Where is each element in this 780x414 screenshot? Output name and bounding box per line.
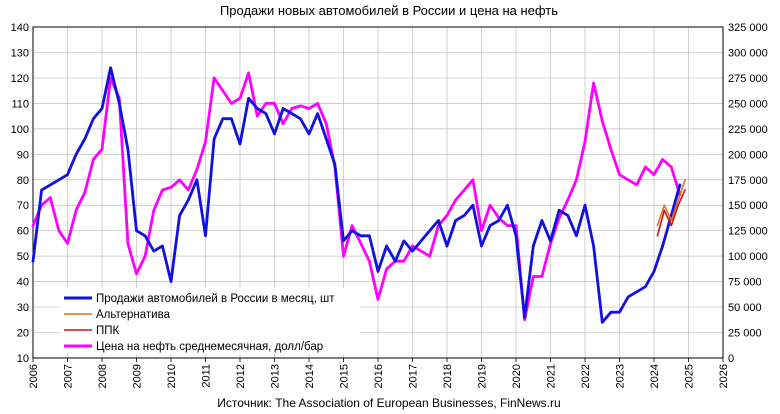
legend-label: Альтернатива xyxy=(96,309,171,321)
left-tick-label: 120 xyxy=(11,73,29,85)
x-tick-label: 2021 xyxy=(546,364,558,388)
x-axis-ticks: 2006 2007 2008 2009 2010 2011 2012 2013 2014 2015… xyxy=(28,358,730,388)
x-tick-label: 2016 xyxy=(373,364,385,388)
source-note: Источник: The Association of European Bu… xyxy=(217,396,560,410)
x-tick-label: 2019 xyxy=(477,364,489,388)
left-tick-label: 100 xyxy=(11,124,29,136)
legend-label: ППК xyxy=(96,325,120,337)
legend-box xyxy=(60,288,360,354)
series-line-1 xyxy=(656,179,686,227)
right-tick-label: 325 000 xyxy=(728,22,768,34)
series-line-3 xyxy=(31,71,682,322)
x-tick-label: 2026 xyxy=(718,364,730,388)
left-tick-label: 60 xyxy=(17,226,29,238)
right-axis-ticks: 0 25 000 50 000 75 000 100 000 125 000 150 000… xyxy=(728,22,768,365)
x-tick-label: 2022 xyxy=(580,364,592,388)
left-tick-label: 130 xyxy=(11,47,29,59)
right-tick-label: 225 000 xyxy=(728,124,768,136)
right-tick-label: 25 000 xyxy=(728,328,762,340)
x-tick-label: 2023 xyxy=(615,364,627,388)
series-layer xyxy=(31,66,686,324)
legend-label: Цена на нефть среднемесячная, долл/бар xyxy=(96,341,323,353)
x-tick-label: 2006 xyxy=(28,364,40,388)
right-tick-label: 300 000 xyxy=(728,47,768,59)
left-tick-label: 140 xyxy=(11,22,29,34)
x-tick-label: 2013 xyxy=(270,364,282,388)
chart-title: Продажи новых автомобилей в России и цен… xyxy=(220,3,558,18)
x-tick-label: 2015 xyxy=(339,364,351,388)
left-tick-label: 40 xyxy=(17,277,29,289)
left-tick-label: 90 xyxy=(17,149,29,161)
right-tick-label: 175 000 xyxy=(728,175,768,187)
left-tick-label: 20 xyxy=(17,328,29,340)
right-tick-label: 75 000 xyxy=(728,277,762,289)
right-tick-label: 150 000 xyxy=(728,200,768,212)
x-tick-label: 2008 xyxy=(97,364,109,388)
right-tick-label: 100 000 xyxy=(728,251,768,263)
x-tick-label: 2024 xyxy=(649,364,661,388)
x-tick-label: 2012 xyxy=(235,364,247,388)
x-tick-label: 2007 xyxy=(63,364,75,388)
right-tick-label: 125 000 xyxy=(728,226,768,238)
series-line-2 xyxy=(656,189,686,237)
x-tick-label: 2020 xyxy=(511,364,523,388)
x-tick-label: 2014 xyxy=(304,364,316,388)
x-tick-label: 2018 xyxy=(442,364,454,388)
left-axis-ticks: 10 20 30 40 50 60 70 80 90 100 110 120 130 140 xyxy=(11,22,29,365)
left-tick-label: 80 xyxy=(17,175,29,187)
right-tick-label: 50 000 xyxy=(728,302,762,314)
left-tick-label: 30 xyxy=(17,302,29,314)
legend: Продажи автомобилей в России в месяц, шт… xyxy=(60,288,360,354)
x-tick-label: 2025 xyxy=(684,364,696,388)
x-tick-label: 2017 xyxy=(408,364,420,388)
left-tick-label: 10 xyxy=(17,353,29,365)
legend-label: Продажи автомобилей в России в месяц, шт xyxy=(96,293,335,305)
x-tick-label: 2010 xyxy=(166,364,178,388)
right-tick-label: 200 000 xyxy=(728,149,768,161)
series-line-0 xyxy=(31,66,682,324)
x-tick-label: 2009 xyxy=(132,364,144,388)
x-tick-label: 2011 xyxy=(201,364,213,388)
right-tick-label: 0 xyxy=(728,353,734,365)
left-tick-label: 50 xyxy=(17,251,29,263)
right-tick-label: 250 000 xyxy=(728,98,768,110)
left-tick-label: 70 xyxy=(17,200,29,212)
left-tick-label: 110 xyxy=(11,98,29,110)
right-tick-label: 275 000 xyxy=(728,73,768,85)
